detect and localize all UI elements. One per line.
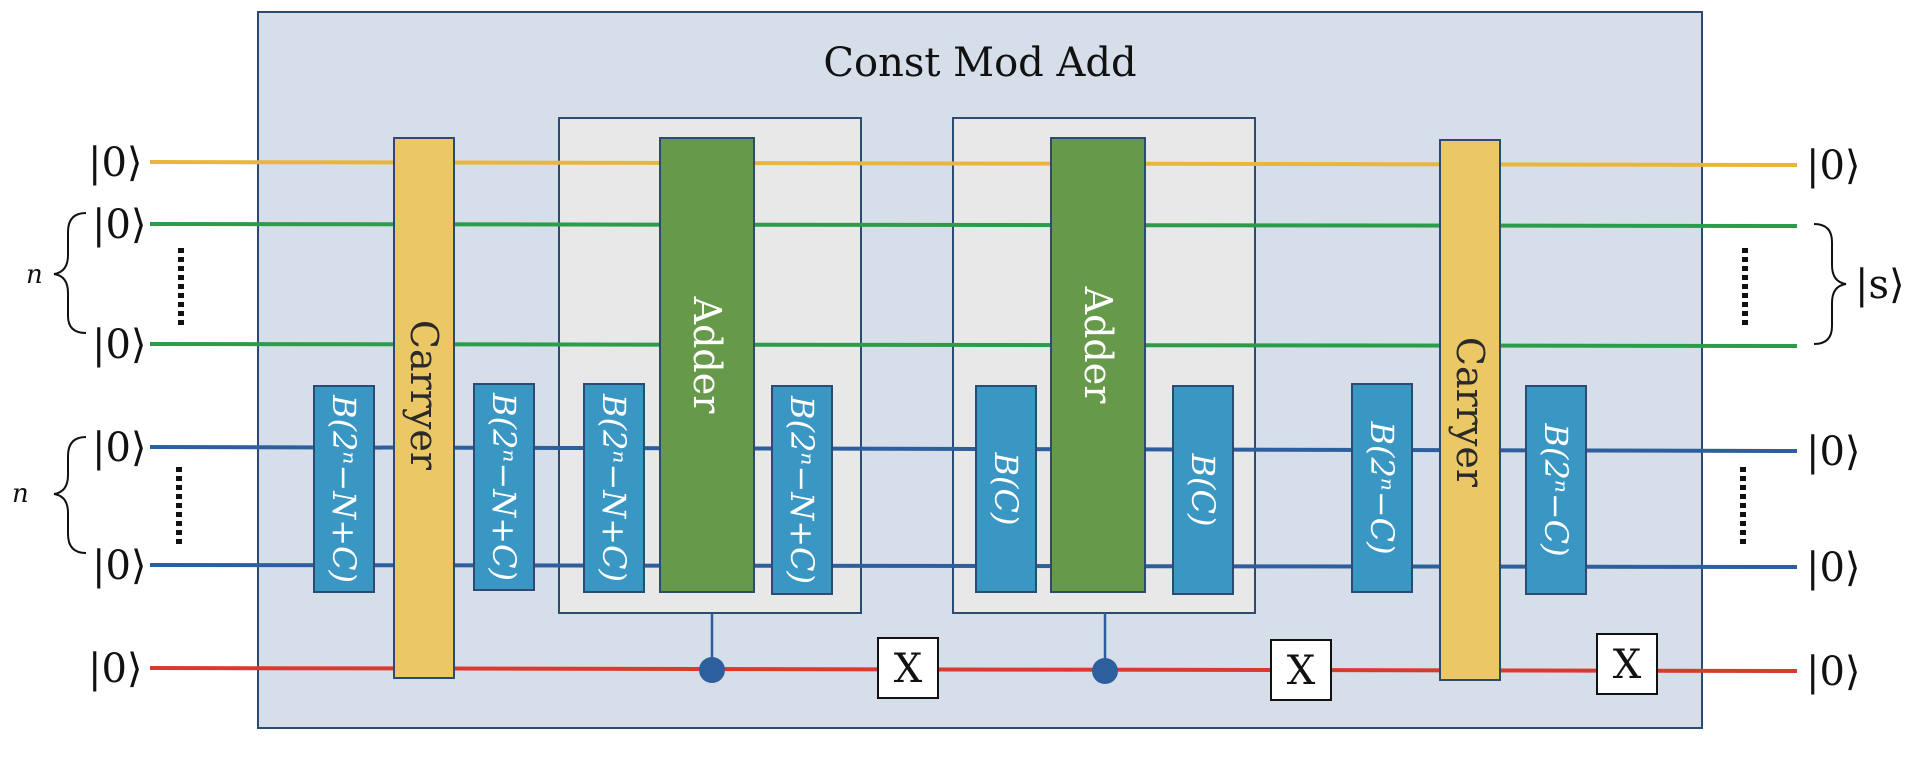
svg-text:X: X [894, 646, 923, 692]
carryer-gate-right: Carryer [1440, 140, 1500, 680]
b-gate-4: B(2ⁿ−N+C) [772, 386, 832, 594]
svg-text:B(2ⁿ−N+C): B(2ⁿ−N+C) [485, 392, 523, 581]
b-gate-1: B(2ⁿ−N+C) [314, 386, 374, 592]
ket-in-blue-top: |0⟩ [92, 425, 147, 471]
x-gate-1: X [878, 638, 938, 698]
ket-in-green-bottom: |0⟩ [92, 322, 147, 368]
b-gate-5: B(C) [976, 386, 1036, 592]
x-gate-3: X [1597, 634, 1657, 694]
ket-out-blue-top: |0⟩ [1806, 429, 1861, 475]
n-label-bottom: n [12, 479, 29, 509]
ket-in-orange: |0⟩ [88, 140, 143, 186]
b-gate-8: B(2ⁿ−C) [1526, 386, 1586, 594]
brace-right [1814, 224, 1846, 344]
b-gate-2: B(2ⁿ−N+C) [474, 384, 534, 590]
svg-text:X: X [1613, 642, 1642, 688]
brace-top-left [54, 213, 86, 333]
svg-text:B(2ⁿ−C): B(2ⁿ−C) [1537, 422, 1575, 556]
carryer-gate-left: Carryer [394, 138, 454, 678]
ket-out-blue-bottom: |0⟩ [1806, 545, 1861, 591]
svg-text:B(C): B(C) [1184, 453, 1222, 527]
b-gate-7: B(2ⁿ−C) [1352, 384, 1412, 592]
svg-text:Carryer: Carryer [1448, 337, 1492, 488]
b-gate-3: B(2ⁿ−N+C) [584, 384, 644, 592]
b-gate-6: B(C) [1173, 386, 1233, 594]
svg-text:X: X [1287, 648, 1316, 694]
n-label-top: n [26, 260, 43, 290]
ket-out-orange: |0⟩ [1806, 143, 1861, 189]
svg-text:Adder: Adder [1076, 286, 1120, 405]
ket-in-blue-bottom: |0⟩ [92, 543, 147, 589]
ket-out-red: |0⟩ [1806, 649, 1861, 695]
svg-text:B(2ⁿ−C): B(2ⁿ−C) [1363, 420, 1401, 554]
x-gate-2: X [1271, 640, 1331, 700]
svg-text:B(C): B(C) [987, 452, 1025, 526]
ket-in-green-top: |0⟩ [92, 202, 147, 248]
svg-text:Carryer: Carryer [402, 320, 446, 471]
ket-in-red: |0⟩ [88, 646, 143, 692]
diagram-title: Const Mod Add [823, 40, 1136, 86]
svg-text:B(2ⁿ−N+C): B(2ⁿ−N+C) [595, 393, 633, 582]
brace-bottom-left [54, 437, 86, 553]
svg-text:B(2ⁿ−N+C): B(2ⁿ−N+C) [783, 395, 821, 584]
s-ket-label: |s⟩ [1855, 262, 1905, 308]
adder-gate-left: Adder [660, 138, 754, 592]
svg-text:Adder: Adder [685, 296, 729, 415]
control-dot-left [699, 657, 725, 683]
svg-text:B(2ⁿ−N+C): B(2ⁿ−N+C) [325, 394, 363, 583]
control-dot-right [1092, 658, 1118, 684]
adder-gate-right: Adder [1051, 138, 1145, 592]
